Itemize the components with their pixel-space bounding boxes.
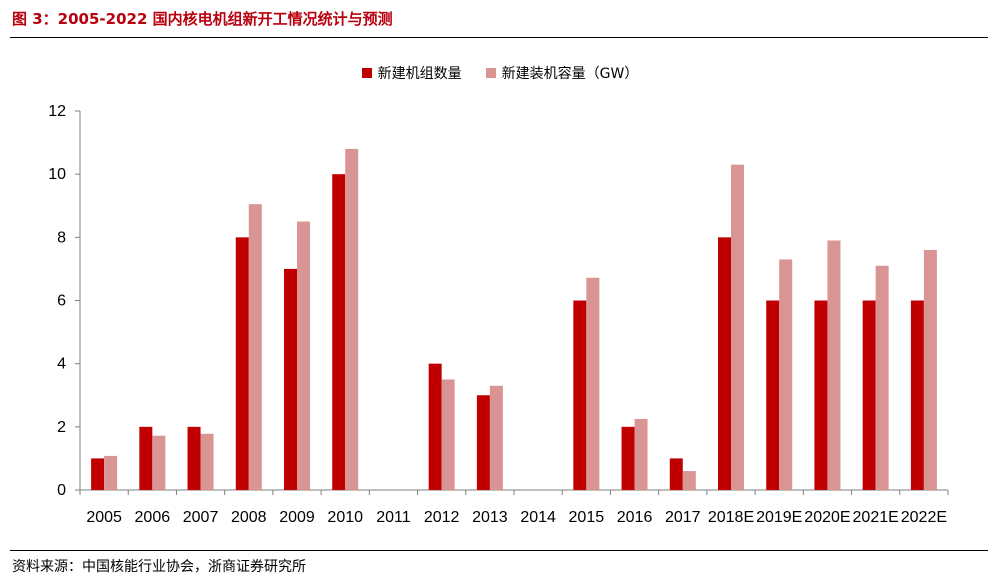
x-tick-label: 2019E <box>756 509 802 526</box>
bar-capacity <box>104 455 118 490</box>
y-tick-label: 12 <box>48 103 66 120</box>
bar-units <box>284 268 297 490</box>
y-tick-label: 6 <box>57 293 66 310</box>
y-tick-label: 8 <box>57 229 66 246</box>
bar-capacity <box>731 164 744 491</box>
bar-units <box>814 300 828 490</box>
x-tick-label: 2014 <box>520 509 556 526</box>
source-note: 资料来源：中国核能行业协会，浙商证券研究所 <box>12 559 306 575</box>
x-tick-label: 2018E <box>708 509 754 526</box>
figure-title: 图 3：2005-2022 国内核电机组新开工情况统计与预测 <box>12 10 393 28</box>
x-tick-label: 2008 <box>231 509 267 526</box>
y-tick-label: 10 <box>48 166 66 183</box>
x-tick-label: 2009 <box>279 509 315 526</box>
x-tick-label: 2005 <box>86 509 122 526</box>
y-tick-label: 2 <box>57 419 66 436</box>
legend-item-units: 新建机组数量 <box>361 63 462 83</box>
bar-capacity <box>297 221 310 490</box>
x-tick-label: 2012 <box>424 509 460 526</box>
legend-label-units: 新建机组数量 <box>377 66 462 82</box>
bar-capacity <box>923 249 937 490</box>
x-tick-label: 2015 <box>569 509 605 526</box>
x-tick-label: 2017 <box>665 509 701 526</box>
x-tick-label: 2006 <box>135 509 171 526</box>
x-tick-label: 2020E <box>804 509 850 526</box>
top-rule <box>10 37 988 38</box>
bar-units <box>669 458 683 490</box>
bar-units <box>766 300 780 490</box>
legend-swatch-units <box>361 68 372 78</box>
bar-units <box>332 174 346 490</box>
x-tick-label: 2016 <box>617 509 653 526</box>
legend-swatch-capacity <box>485 68 496 78</box>
bar-capacity <box>152 435 166 490</box>
bar-capacity <box>586 277 600 490</box>
bar-capacity <box>634 418 648 490</box>
x-tick-label: 2010 <box>327 509 363 526</box>
x-tick-label: 2021E <box>853 509 899 526</box>
legend: 新建机组数量 新建装机容量（GW） <box>0 63 1000 83</box>
x-tick-label: 2007 <box>183 509 219 526</box>
bar-units <box>573 300 587 490</box>
y-tick-label: 4 <box>57 356 66 373</box>
bar-capacity <box>875 265 889 490</box>
bar-units <box>428 363 442 490</box>
bar-units <box>862 300 876 490</box>
bar-units <box>910 300 924 490</box>
bar-capacity <box>441 379 455 490</box>
legend-label-capacity: 新建装机容量（GW） <box>501 66 639 82</box>
bar-capacity <box>248 204 262 490</box>
bar-units <box>621 426 635 490</box>
y-tick-label: 0 <box>57 482 66 499</box>
x-tick-label: 2013 <box>472 509 508 526</box>
bottom-rule <box>10 550 988 551</box>
bar-capacity <box>682 471 696 490</box>
bar-capacity <box>827 240 841 490</box>
bar-capacity <box>200 433 214 490</box>
x-tick-label: 2022E <box>901 509 947 526</box>
bar-units <box>187 426 201 490</box>
bar-units <box>476 395 490 490</box>
x-tick-label: 2011 <box>376 509 411 526</box>
bar-units <box>718 237 731 490</box>
bar-units <box>235 237 249 490</box>
bar-units <box>139 426 153 490</box>
bar-capacity <box>489 385 503 490</box>
legend-item-capacity: 新建装机容量（GW） <box>485 63 639 83</box>
bar-capacity <box>779 259 793 490</box>
bar-units <box>91 458 105 490</box>
bar-capacity <box>345 148 359 490</box>
